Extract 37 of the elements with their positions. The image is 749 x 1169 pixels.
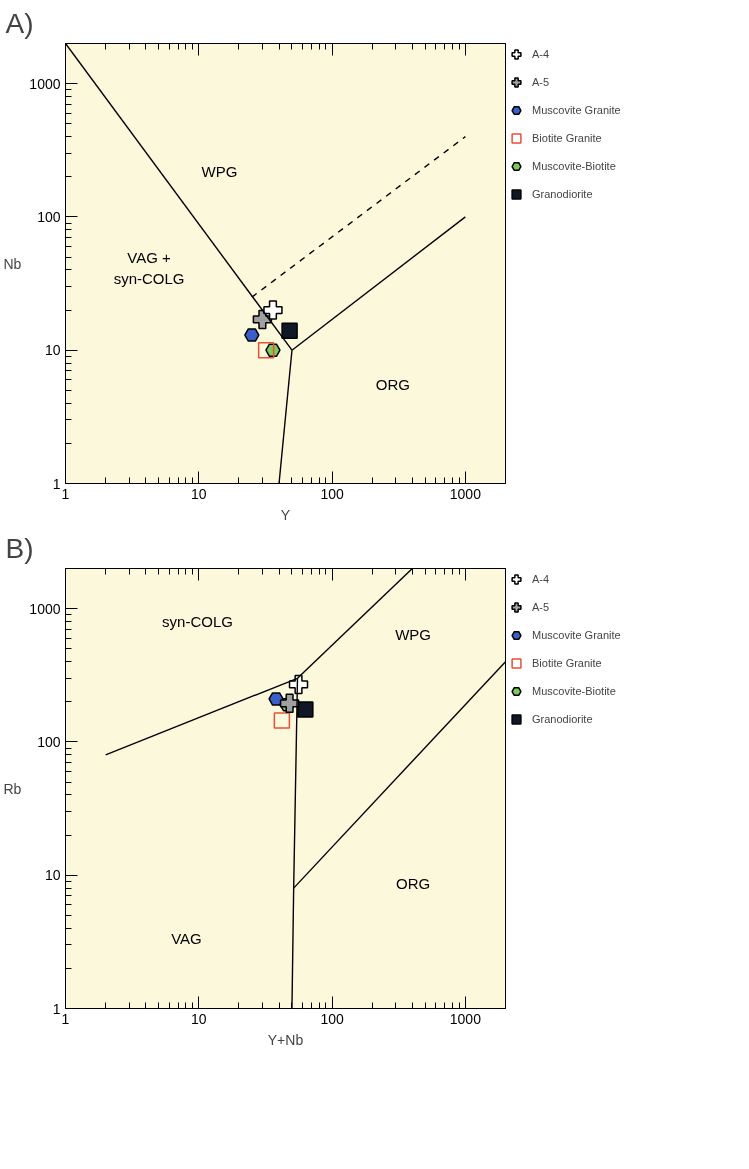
x-axis-title: Y: [280, 506, 291, 523]
annotation: ORG: [375, 376, 410, 394]
legend-label: Muscovite Granite: [532, 629, 622, 641]
annotation: VAG: [171, 930, 202, 948]
legend-label: Biotite Granite: [532, 132, 603, 144]
x-tick-label: 1000: [449, 485, 482, 502]
legend-label: Granodiorite: [532, 188, 594, 200]
y-tick-label: 100: [37, 733, 61, 750]
annotation: WPG: [395, 626, 432, 643]
x-axis-title: Y+Nb: [267, 1031, 304, 1048]
x-tick-label: 100: [320, 485, 344, 502]
annotation: ORG: [396, 874, 431, 892]
legend-label: Muscovite-Biotite: [532, 160, 617, 172]
y-tick-label: 10: [44, 867, 61, 884]
y-axis-title: Rb: [3, 780, 22, 797]
annotation: WPG: [201, 162, 238, 180]
legend-label: A-4: [532, 48, 551, 60]
x-tick-label: 100: [320, 1010, 344, 1027]
legend-label: Muscovite Granite: [532, 104, 622, 116]
legend-label: Granodiorite: [532, 713, 594, 725]
y-tick-label: 1000: [29, 75, 61, 92]
annotation: syn-COLG: [162, 612, 233, 630]
legend-label: A-5: [532, 601, 551, 613]
y-tick-label: 10: [44, 342, 61, 359]
legend-label: Biotite Granite: [532, 657, 603, 669]
annotation: VAG + syn-COLG: [113, 249, 185, 287]
legend-label: Muscovite-Biotite: [532, 685, 617, 697]
y-tick-label: 1000: [29, 600, 61, 617]
x-tick-label: 10: [191, 1010, 207, 1027]
y-tick-label: 100: [37, 208, 61, 225]
y-axis-title: Nb: [3, 255, 22, 272]
chart-title: A): [5, 7, 34, 39]
x-tick-label: 10: [191, 485, 207, 502]
x-tick-label: 1000: [449, 1010, 482, 1027]
legend-label: A-5: [532, 76, 551, 88]
legend-label: A-4: [532, 573, 551, 585]
chart-title: B): [5, 532, 34, 564]
